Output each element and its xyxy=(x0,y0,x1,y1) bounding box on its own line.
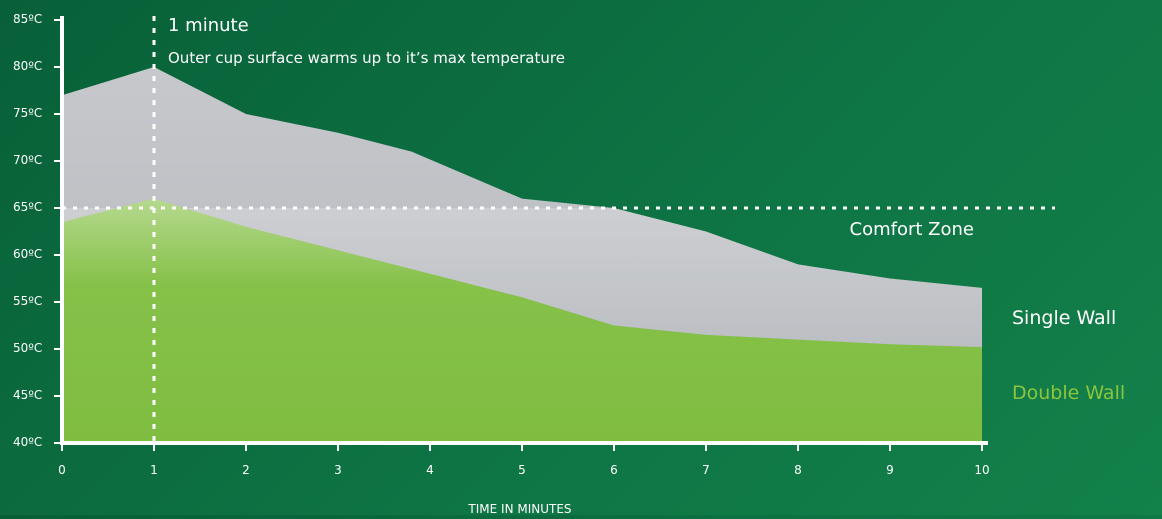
x-tick-label-4: 4 xyxy=(426,463,434,477)
comfort-band xyxy=(62,208,982,348)
y-tick-label-5: 65ºC xyxy=(13,200,42,214)
y-tick-label-3: 55ºC xyxy=(13,294,42,308)
x-tick-label-7: 7 xyxy=(702,463,710,477)
single-wall-point-3 xyxy=(338,132,339,133)
y-tick-label-9: 85ºC xyxy=(13,12,42,26)
y-tick-label-4: 60ºC xyxy=(13,247,42,261)
annotation-title: 1 minute xyxy=(168,15,249,36)
double-wall-area xyxy=(62,198,982,443)
x-tick-label-5: 5 xyxy=(518,463,526,477)
single-wall-point-7 xyxy=(706,231,707,232)
double-wall-point-7 xyxy=(706,334,707,335)
y-tick-label-2: 50ºC xyxy=(13,341,42,355)
comfort-zone-label: Comfort Zone xyxy=(850,219,974,240)
double-wall-point-4 xyxy=(430,273,431,274)
x-tick-label-10: 10 xyxy=(974,463,989,477)
x-tick-label-3: 3 xyxy=(334,463,342,477)
double-wall-point-8 xyxy=(798,339,799,340)
line-layer xyxy=(62,16,1055,443)
single-wall-point-9 xyxy=(890,278,891,279)
x-tick-label-1: 1 xyxy=(150,463,158,477)
single-wall-label: Single Wall xyxy=(1012,307,1116,329)
y-tick-label-6: 70ºC xyxy=(13,153,42,167)
double-wall-point-9 xyxy=(890,344,891,345)
x-tick-label-9: 9 xyxy=(886,463,894,477)
x-tick-label-2: 2 xyxy=(242,463,250,477)
y-tick-label-7: 75ºC xyxy=(13,106,42,120)
double-wall-point-2 xyxy=(246,226,247,227)
single-wall-point-4 xyxy=(411,151,412,152)
double-wall-point-3 xyxy=(338,250,339,251)
axes-layer xyxy=(54,16,988,451)
x-tick-label-6: 6 xyxy=(610,463,618,477)
area-layer xyxy=(62,67,982,443)
y-tick-label-0: 40ºC xyxy=(13,435,42,449)
double-wall-point-6 xyxy=(614,325,615,326)
double-wall-point-5 xyxy=(522,297,523,298)
y-tick-label-1: 45ºC xyxy=(13,388,42,402)
double-wall-point-10 xyxy=(982,347,983,348)
x-tick-label-8: 8 xyxy=(794,463,802,477)
text-layer: 40ºC 45ºC 50ºC 55ºC 60ºC 65ºC 70ºC 75ºC 80ºC 85ºC… xyxy=(13,12,1125,516)
x-axis-label: TIME IN MINUTES xyxy=(467,502,571,515)
annotation-text: Outer cup surface warms up to it’s max t… xyxy=(168,49,565,67)
double-wall-label: Double Wall xyxy=(1012,382,1125,404)
single-wall-point-5 xyxy=(522,198,523,199)
single-wall-point-8 xyxy=(798,264,799,265)
y-tick-label-8: 80ºC xyxy=(13,59,42,73)
x-tick-label-0: 0 xyxy=(58,463,66,477)
single-wall-point-2 xyxy=(246,114,247,115)
single-wall-point-10 xyxy=(982,287,983,288)
